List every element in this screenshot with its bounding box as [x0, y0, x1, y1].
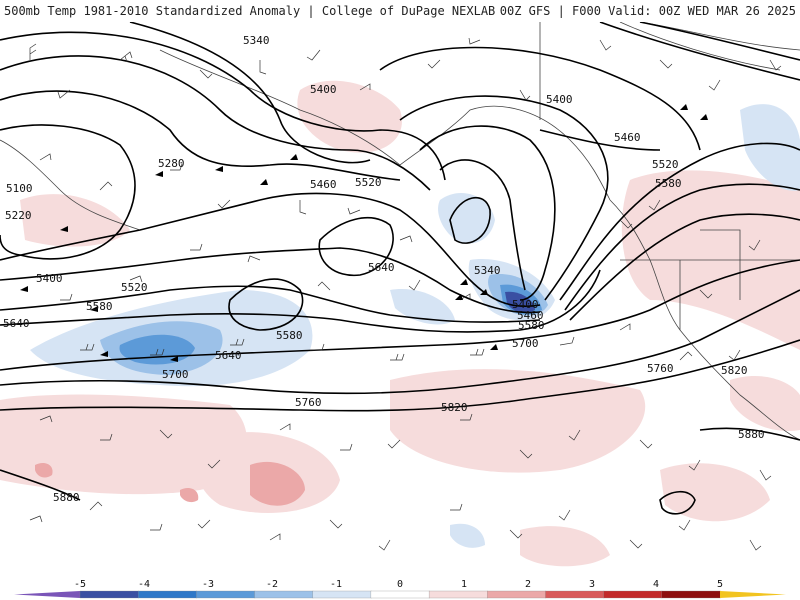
colorbar-ticks: -5 -4 -3 -2 -1 0 1 2 3 4 5	[74, 579, 723, 590]
contour-label: 5460	[310, 178, 337, 191]
contour-label: 5820	[441, 401, 468, 414]
colorbar-tick-label: -5	[74, 579, 86, 590]
contour-label: 5400	[36, 272, 63, 285]
colorbar-tick-label: -4	[138, 579, 150, 590]
colorbar-tick-label: 2	[525, 579, 531, 590]
contour-label: 5520	[121, 281, 148, 294]
contour-label: 5760	[295, 396, 322, 409]
colorbar-tick-label: 1	[461, 579, 467, 590]
colorbar-band	[196, 590, 256, 599]
contour-label: 5640	[368, 261, 395, 274]
colorbar-band	[138, 590, 198, 599]
contour-label: 5220	[5, 209, 32, 222]
colorbar-tick-label: -2	[266, 579, 278, 590]
contour-label: 5340	[474, 264, 501, 277]
contour-label: 5640	[215, 349, 242, 362]
colorbar-band	[370, 590, 430, 599]
contour-label: 5580	[518, 319, 545, 332]
contour-label: 5760	[647, 362, 674, 375]
height-contours	[0, 22, 800, 515]
contour-label: 5580	[86, 300, 113, 313]
colorbar-band	[545, 590, 605, 599]
wind-barbs	[29, 37, 782, 551]
contour-label: 5580	[655, 177, 682, 190]
contour-label: 5460	[614, 131, 641, 144]
contour-label: 5880	[738, 428, 765, 441]
wind-barb-flags	[20, 104, 708, 362]
colorbar-tick-label: -1	[330, 579, 342, 590]
contour-label: 5700	[512, 337, 539, 350]
contour-label: 5580	[276, 329, 303, 342]
colorbar-band	[661, 590, 721, 599]
anomaly-colorbar: -5 -4 -3 -2 -1 0 1 2 3 4 5	[0, 576, 800, 600]
model-run-info: 00Z GFS | F000 Valid: 00Z WED MAR 26 202…	[499, 4, 796, 18]
colorbar-tick-label: 0	[397, 579, 403, 590]
colorbar-band	[428, 590, 488, 599]
colorbar-tick-label: 5	[717, 579, 723, 590]
colorbar-band	[312, 590, 372, 599]
coastlines	[0, 22, 800, 441]
contour-label: 5400	[310, 83, 337, 96]
colorbar-arrow-low	[14, 591, 80, 598]
colorbar-arrow-high	[720, 591, 786, 598]
strong-positive-anomaly-shading	[35, 461, 305, 506]
colorbar-tick-label: 4	[653, 579, 659, 590]
contour-label: 5820	[721, 364, 748, 377]
contour-label: 5340	[243, 34, 270, 47]
contour-label: 5700	[162, 368, 189, 381]
contour-labels: 5340 5400 5400 5460 5520 5580 5280 5100 …	[3, 34, 765, 504]
contour-label: 5400	[546, 93, 573, 106]
contour-label: 5520	[355, 176, 382, 189]
colorbar-tick-label: 3	[589, 579, 595, 590]
contour-label: 5640	[3, 317, 30, 330]
colorbar-band	[254, 590, 314, 599]
contour-label: 5460	[517, 309, 544, 322]
colorbar-band	[487, 590, 547, 599]
contour-label: 5400	[512, 298, 539, 311]
weather-map: 5340 5400 5400 5460 5520 5580 5280 5100 …	[0, 22, 800, 576]
contour-label: 5520	[652, 158, 679, 171]
contour-label: 5880	[53, 491, 80, 504]
colorbar-bands	[14, 590, 786, 599]
colorbar-tick-label: -3	[202, 579, 214, 590]
map-title: 500mb Temp 1981-2010 Standardized Anomal…	[4, 4, 496, 18]
map-header: 500mb Temp 1981-2010 Standardized Anomal…	[0, 0, 800, 23]
contour-label: 5280	[158, 157, 185, 170]
colorbar-band	[79, 590, 139, 599]
colorbar-band	[603, 590, 663, 599]
contour-label: 5100	[6, 182, 33, 195]
